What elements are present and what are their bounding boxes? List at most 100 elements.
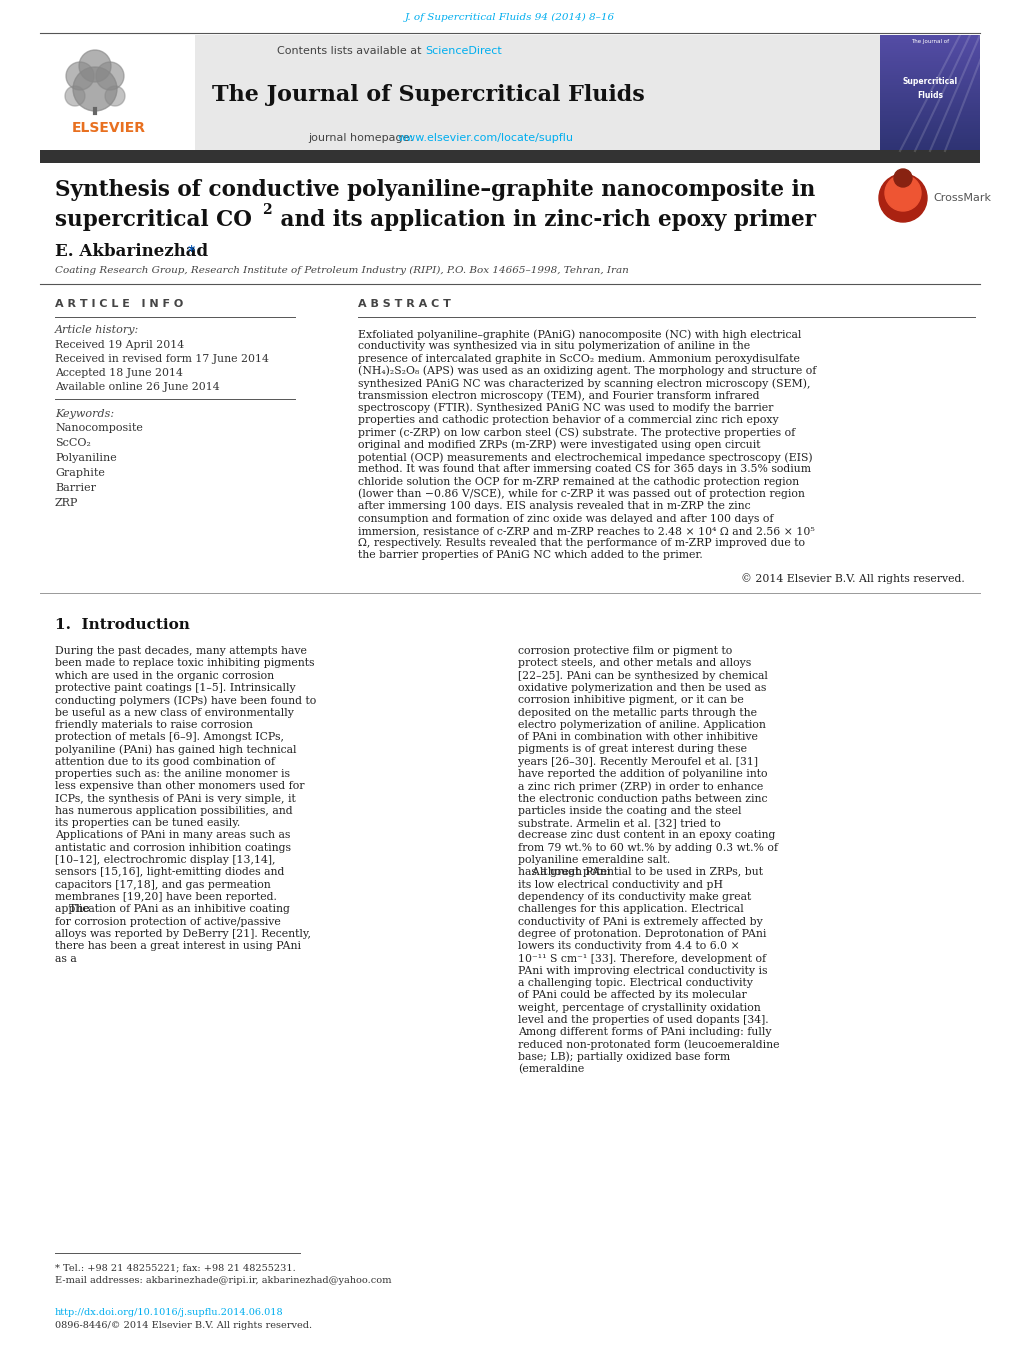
Bar (879, 101, 979, 103)
Bar (879, 86, 979, 89)
Bar (879, 115, 979, 118)
Text: and its application in zinc-rich epoxy primer: and its application in zinc-rich epoxy p… (273, 209, 815, 231)
Bar (879, 51, 979, 53)
Bar (879, 89, 979, 91)
Bar (879, 57, 979, 59)
Text: *: * (187, 245, 195, 259)
Bar (40, 35, 195, 151)
Text: which are used in the organic corrosion: which are used in the organic corrosion (55, 670, 274, 681)
Bar (879, 118, 979, 119)
Text: Available online 26 June 2014: Available online 26 June 2014 (55, 382, 219, 392)
Bar (879, 74, 979, 77)
Text: properties such as: the aniline monomer is: properties such as: the aniline monomer … (55, 769, 289, 780)
Text: a challenging topic. Electrical conductivity: a challenging topic. Electrical conducti… (518, 978, 752, 988)
Text: (NH₄)₂S₂O₈ (APS) was used as an oxidizing agent. The morphology and structure of: (NH₄)₂S₂O₈ (APS) was used as an oxidizin… (358, 366, 815, 377)
Circle shape (73, 68, 117, 111)
Text: base; LB); partially oxidized base form: base; LB); partially oxidized base form (518, 1052, 730, 1062)
Text: capacitors [17,18], and gas permeation: capacitors [17,18], and gas permeation (55, 880, 270, 890)
Text: particles inside the coating and the steel: particles inside the coating and the ste… (518, 807, 741, 816)
Text: Supercritical: Supercritical (902, 77, 957, 85)
Text: http://dx.doi.org/10.1016/j.supflu.2014.06.018: http://dx.doi.org/10.1016/j.supflu.2014.… (55, 1308, 283, 1317)
Bar (879, 113, 979, 115)
Bar (879, 99, 979, 101)
Text: synthesized PAniG NC was characterized by scanning electron microscopy (SEM),: synthesized PAniG NC was characterized b… (358, 378, 810, 389)
Text: reduced non-protonated form (leucoemeraldine: reduced non-protonated form (leucoemeral… (518, 1040, 779, 1050)
Bar (879, 136, 979, 139)
Bar (879, 41, 979, 43)
Text: antistatic and corrosion inhibition coatings: antistatic and corrosion inhibition coat… (55, 843, 290, 852)
Bar (879, 143, 979, 145)
Text: the barrier properties of PAniG NC which added to the primer.: the barrier properties of PAniG NC which… (358, 550, 702, 561)
Text: Fluids: Fluids (916, 92, 943, 100)
Text: friendly materials to raise corrosion: friendly materials to raise corrosion (55, 720, 253, 730)
Text: challenges for this application. Electrical: challenges for this application. Electri… (518, 904, 743, 915)
Bar (879, 49, 979, 51)
Bar (879, 109, 979, 111)
Bar (879, 105, 979, 107)
Text: ELSEVIER: ELSEVIER (72, 122, 146, 135)
Bar (879, 147, 979, 149)
Text: Contents lists available at: Contents lists available at (277, 46, 425, 55)
Text: less expensive than other monomers used for: less expensive than other monomers used … (55, 781, 305, 792)
Text: 2: 2 (262, 203, 271, 218)
Text: E. Akbarinezhad: E. Akbarinezhad (55, 243, 208, 259)
Bar (879, 73, 979, 76)
Text: presence of intercalated graphite in ScCO₂ medium. Ammonium peroxydisulfate: presence of intercalated graphite in ScC… (358, 354, 799, 363)
Bar (879, 103, 979, 105)
Text: Ω, respectively. Results revealed that the performance of m-ZRP improved due to: Ω, respectively. Results revealed that t… (358, 538, 804, 549)
Text: 0896-8446/© 2014 Elsevier B.V. All rights reserved.: 0896-8446/© 2014 Elsevier B.V. All right… (55, 1321, 312, 1329)
Bar (879, 43, 979, 45)
Text: (emeraldine: (emeraldine (518, 1065, 584, 1074)
Bar (879, 68, 979, 69)
Text: level and the properties of used dopants [34].: level and the properties of used dopants… (518, 1015, 768, 1025)
Text: * Tel.: +98 21 48255221; fax: +98 21 48255231.: * Tel.: +98 21 48255221; fax: +98 21 482… (55, 1263, 296, 1273)
Text: decrease zinc dust content in an epoxy coating: decrease zinc dust content in an epoxy c… (518, 831, 774, 840)
Bar (879, 93, 979, 95)
Bar (879, 77, 979, 78)
Bar (879, 135, 979, 136)
Text: Among different forms of PAni including: fully: Among different forms of PAni including:… (518, 1027, 770, 1038)
Bar (879, 82, 979, 85)
Text: journal homepage:: journal homepage: (308, 132, 416, 143)
Bar (879, 36, 979, 39)
Text: consumption and formation of zinc oxide was delayed and after 100 days of: consumption and formation of zinc oxide … (358, 513, 772, 523)
Text: Synthesis of conductive polyaniline–graphite nanocomposite in: Synthesis of conductive polyaniline–grap… (55, 178, 814, 201)
Text: polyaniline (PAni) has gained high technical: polyaniline (PAni) has gained high techn… (55, 744, 297, 755)
Text: ScCO₂: ScCO₂ (55, 438, 91, 449)
Text: has a great potential to be used in ZRPs, but: has a great potential to be used in ZRPs… (518, 867, 762, 877)
Text: (lower than −0.86 V/SCE), while for c-ZRP it was passed out of protection region: (lower than −0.86 V/SCE), while for c-ZR… (358, 489, 804, 500)
Bar (879, 131, 979, 132)
Text: conductivity was synthesized via in situ polymerization of aniline in the: conductivity was synthesized via in situ… (358, 342, 749, 351)
Text: application of PAni as an inhibitive coating: application of PAni as an inhibitive coa… (55, 904, 289, 915)
Text: of PAni in combination with other inhibitive: of PAni in combination with other inhibi… (518, 732, 757, 742)
Circle shape (105, 86, 125, 105)
Text: membranes [19,20] have been reported.
    The: membranes [19,20] have been reported. Th… (55, 892, 276, 913)
Text: oxidative polymerization and then be used as: oxidative polymerization and then be use… (518, 682, 765, 693)
Bar (879, 119, 979, 122)
Circle shape (96, 62, 124, 91)
Circle shape (78, 50, 111, 82)
Text: Applications of PAni in many areas such as: Applications of PAni in many areas such … (55, 831, 290, 840)
Text: corrosion protective film or pigment to: corrosion protective film or pigment to (518, 646, 732, 657)
Text: A R T I C L E   I N F O: A R T I C L E I N F O (55, 299, 183, 309)
Text: for corrosion protection of active/passive: for corrosion protection of active/passi… (55, 916, 280, 927)
Bar (879, 63, 979, 65)
Bar (879, 91, 979, 93)
Text: protective paint coatings [1–5]. Intrinsically: protective paint coatings [1–5]. Intrins… (55, 682, 296, 693)
Bar (879, 120, 979, 123)
Bar (879, 95, 979, 97)
Text: J. of Supercritical Fluids 94 (2014) 8–16: J. of Supercritical Fluids 94 (2014) 8–1… (405, 14, 614, 22)
Text: E-mail addresses: akbarinezhade@ripi.ir, akbarinezhad@yahoo.com: E-mail addresses: akbarinezhade@ripi.ir,… (55, 1275, 391, 1285)
Bar (879, 45, 979, 47)
Text: method. It was found that after immersing coated CS for 365 days in 3.5% sodium: method. It was found that after immersin… (358, 465, 810, 474)
Bar (879, 65, 979, 68)
Text: polyaniline emeraldine salt.
    Although PAni: polyaniline emeraldine salt. Although PA… (518, 855, 669, 877)
Bar (879, 59, 979, 61)
Circle shape (66, 62, 94, 91)
Text: lowers its conductivity from 4.4 to 6.0 ×: lowers its conductivity from 4.4 to 6.0 … (518, 942, 739, 951)
Text: be useful as a new class of environmentally: be useful as a new class of environmenta… (55, 708, 293, 717)
Text: The Journal of Supercritical Fluids: The Journal of Supercritical Fluids (211, 84, 644, 105)
Text: [22–25]. PAni can be synthesized by chemical: [22–25]. PAni can be synthesized by chem… (518, 670, 767, 681)
Bar (40, 35, 879, 151)
Text: © 2014 Elsevier B.V. All rights reserved.: © 2014 Elsevier B.V. All rights reserved… (741, 573, 964, 584)
